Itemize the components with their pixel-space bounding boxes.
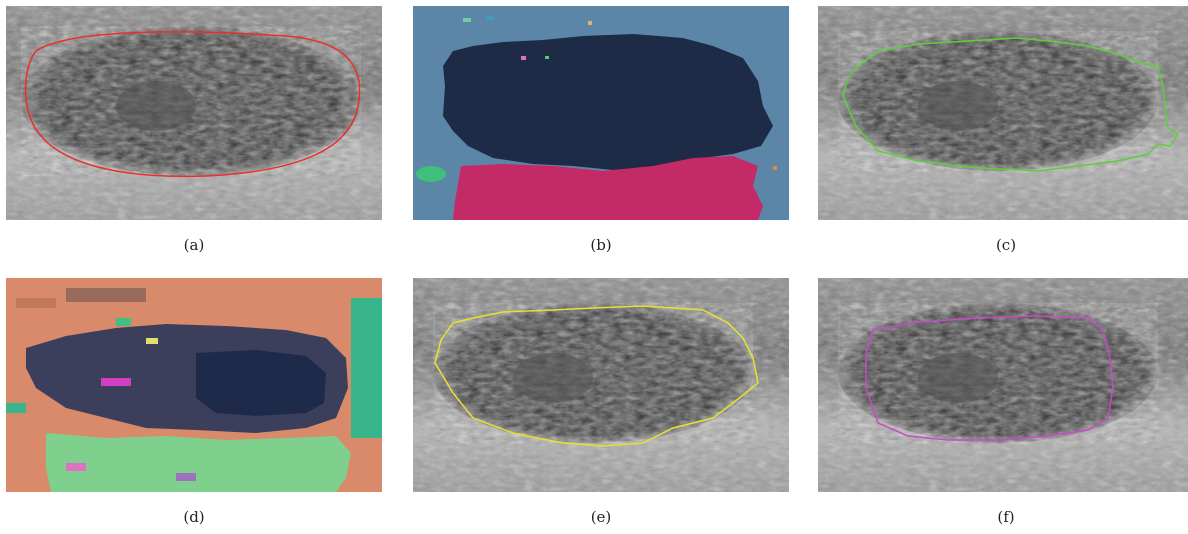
lesion-contour	[842, 37, 1180, 172]
ultrasound-image	[6, 6, 382, 220]
lesion-contour	[865, 315, 1114, 441]
ultrasound-image	[818, 6, 1188, 220]
lesion-contour	[434, 305, 759, 447]
segmentation-map-b	[413, 6, 789, 220]
panel-e-ultrasound	[413, 278, 789, 492]
caption-c: (c)	[995, 236, 1017, 254]
panel-c-ultrasound	[818, 6, 1188, 220]
lesion-contour	[24, 31, 361, 178]
caption-f: (f)	[997, 508, 1015, 526]
ultrasound-image	[413, 278, 789, 492]
panel-b-segmentation	[413, 6, 789, 220]
caption-d: (d)	[183, 508, 205, 526]
segmentation-map-d	[6, 278, 382, 492]
caption-a: (a)	[183, 236, 205, 254]
caption-b: (b)	[590, 236, 612, 254]
panel-f-ultrasound	[818, 278, 1188, 492]
panel-d-segmentation	[6, 278, 382, 492]
panel-a-ultrasound	[6, 6, 382, 220]
caption-e: (e)	[590, 508, 612, 526]
ultrasound-image	[818, 278, 1188, 492]
